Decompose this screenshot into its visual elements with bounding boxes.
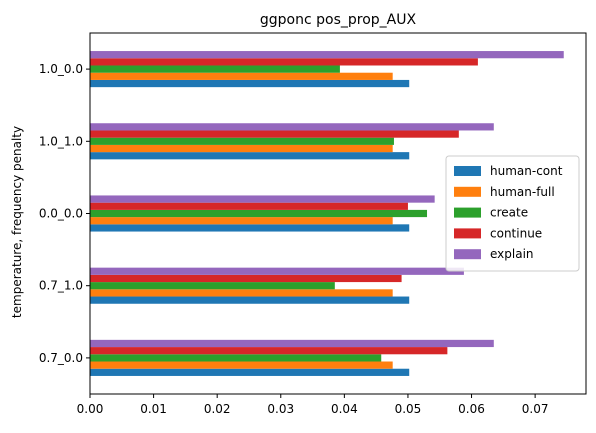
- bar-create-0.7_1.0: [90, 282, 335, 290]
- bar-create-0.0_0.0: [90, 209, 428, 218]
- bars-group: [90, 51, 564, 376]
- legend-box: [445, 155, 580, 272]
- chart-title: ggponc pos_prop_AUX: [260, 12, 417, 28]
- bar-create-1.0_1.0: [90, 137, 394, 145]
- x-tick-label: 0.06: [458, 402, 485, 416]
- bar-human-cont-1.0_1.0: [90, 152, 410, 160]
- x-tick-label: 0.02: [204, 402, 231, 416]
- bar-human-cont-0.7_1.0: [90, 296, 410, 304]
- bar-continue-0.7_1.0: [90, 274, 402, 283]
- x-tick-labels: 0.00 0.01 0.02 0.03 0.04 0.05 0.06 0.07: [77, 394, 549, 416]
- legend-label-create: create: [490, 206, 528, 220]
- legend-label-explain: explain: [490, 247, 534, 261]
- legend-label-continue: continue: [490, 226, 542, 240]
- y-tick-labels: 0.7_0.0 0.7_1.0 0.0_0.0 1.0_1.0 1.0_0.0: [39, 62, 90, 365]
- bar-continue-0.7_0.0: [90, 347, 448, 355]
- bar-human-full-0.7_1.0: [90, 289, 393, 297]
- legend-swatch-create: [454, 207, 481, 218]
- y-axis-label: temperature, frequency penalty: [10, 126, 24, 318]
- bar-explain-0.7_1.0: [90, 267, 464, 275]
- bar-create-0.7_0.0: [90, 354, 382, 362]
- x-tick-label: 0.00: [77, 402, 104, 416]
- bar-human-cont-0.7_0.0: [90, 368, 410, 376]
- y-tick-label: 1.0_1.0: [39, 134, 83, 148]
- bar-human-cont-1.0_0.0: [90, 79, 410, 88]
- bar-explain-0.7_0.0: [90, 339, 494, 348]
- bar-continue-1.0_0.0: [90, 58, 478, 66]
- x-tick-label: 0.07: [522, 402, 549, 416]
- legend-label-human-cont: human-cont: [490, 164, 563, 178]
- legend: human-cont human-full create continue explai…: [445, 155, 580, 272]
- legend-label-human-full: human-full: [490, 185, 555, 199]
- y-tick-label: 0.7_0.0: [39, 351, 83, 365]
- bar-continue-0.0_0.0: [90, 202, 408, 210]
- x-tick-label: 0.05: [395, 402, 422, 416]
- bar-create-1.0_0.0: [90, 65, 340, 73]
- bar-explain-1.0_1.0: [90, 123, 494, 131]
- x-tick-label: 0.03: [267, 402, 294, 416]
- bar-explain-0.0_0.0: [90, 195, 435, 203]
- legend-swatch-human-full: [454, 186, 481, 197]
- bar-continue-1.0_1.0: [90, 130, 459, 138]
- legend-swatch-human-cont: [454, 166, 481, 176]
- x-tick-label: 0.01: [140, 402, 167, 416]
- y-tick-label: 0.0_0.0: [39, 207, 83, 221]
- bar-human-full-0.0_0.0: [90, 217, 393, 225]
- bar-human-full-1.0_0.0: [90, 72, 393, 80]
- y-tick-label: 1.0_0.0: [39, 62, 83, 76]
- legend-swatch-explain: [454, 249, 481, 260]
- bar-human-cont-0.0_0.0: [90, 224, 410, 232]
- bar-human-full-1.0_1.0: [90, 144, 393, 153]
- x-tick-label: 0.04: [331, 402, 358, 416]
- plot-frame: [89, 32, 587, 395]
- y-tick-label: 0.7_1.0: [39, 279, 83, 293]
- bar-explain-1.0_0.0: [90, 51, 564, 59]
- legend-swatch-continue: [454, 228, 481, 239]
- bar-human-full-0.7_0.0: [90, 361, 393, 369]
